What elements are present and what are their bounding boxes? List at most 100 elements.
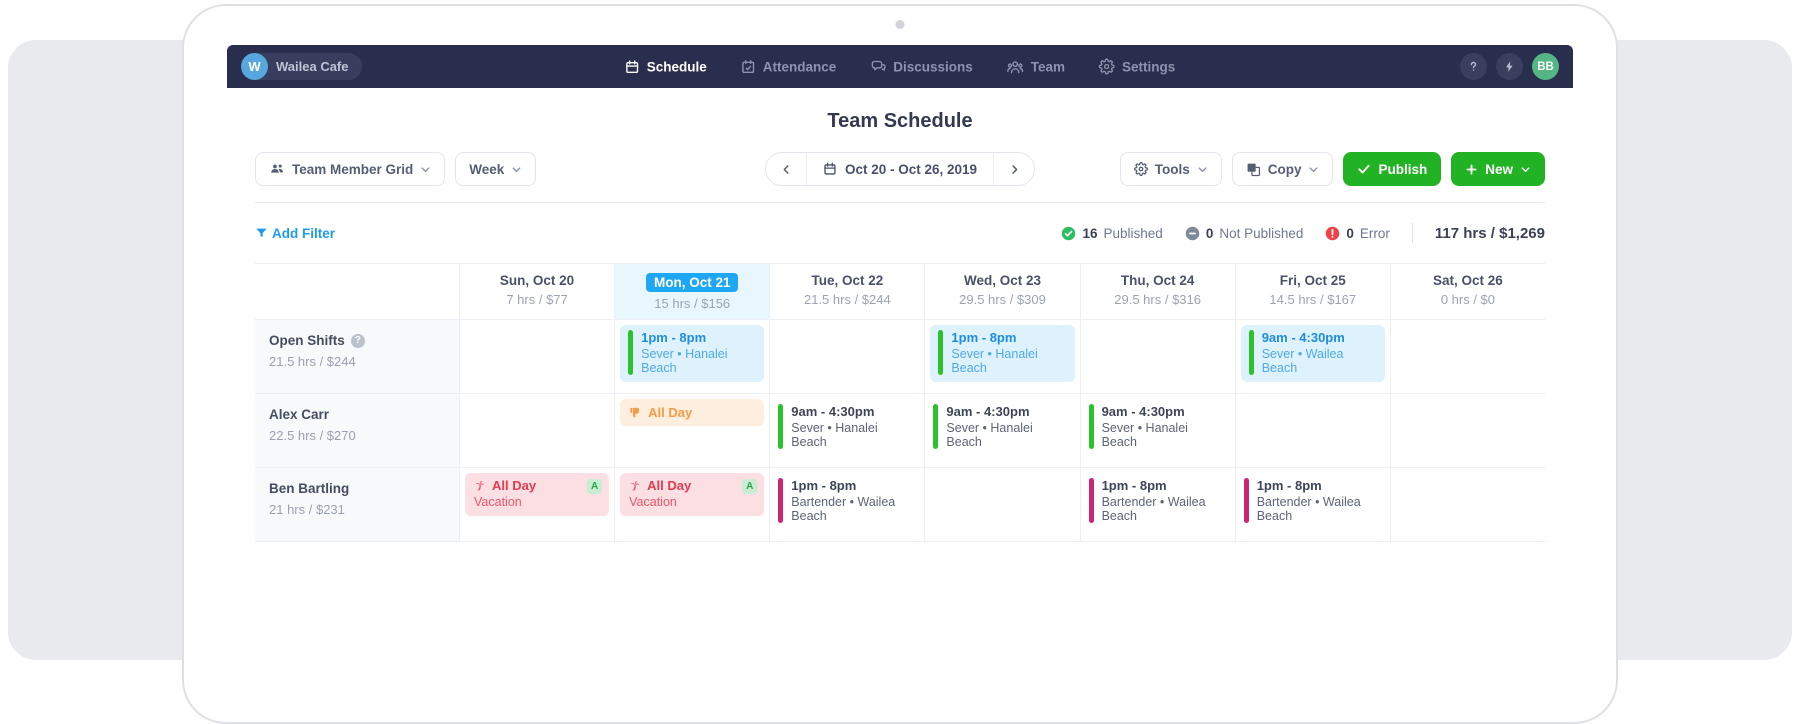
prev-week-button[interactable]	[766, 153, 806, 185]
day-totals: 0 hrs / $0	[1440, 292, 1496, 307]
toolbar-divider	[255, 202, 1545, 203]
shift-card[interactable]: 1pm - 8pm Bartender • Wailea Beach	[775, 473, 919, 528]
schedule-cell[interactable]: 1pm - 8pm Sever • Hanalei Beach	[924, 320, 1080, 394]
time-off-card[interactable]: All Day Vacation A	[465, 473, 610, 516]
schedule-cell[interactable]	[1389, 394, 1545, 468]
approved-badge: A	[742, 479, 758, 494]
day-header: Mon, Oct 21 15 hrs / $156	[614, 263, 770, 320]
week-total: 117 hrs / $1,269	[1434, 224, 1545, 242]
nav-item-attendance[interactable]: Attendance	[741, 58, 836, 75]
gear-icon	[1099, 58, 1115, 75]
shift-card-body: 1pm - 8pm Sever • Hanalei Beach	[951, 330, 1066, 375]
row-name: Open Shifts?	[269, 333, 451, 348]
shift-card-body: 9am - 4:30pm Sever • Hanalei Beach	[791, 404, 916, 449]
shift-time: 9am - 4:30pm	[1101, 404, 1185, 419]
chevron-down-icon	[511, 164, 522, 175]
range-dropdown[interactable]: Week	[455, 152, 537, 186]
shift-card[interactable]: 1pm - 8pm Bartender • Wailea Beach	[1241, 473, 1385, 528]
people-icon	[1007, 58, 1024, 75]
schedule-cell[interactable]: All Day	[614, 394, 770, 468]
view-dropdown[interactable]: Team Member Grid	[255, 152, 446, 186]
shift-card-body: 9am - 4:30pm Sever • Wailea Beach	[1262, 330, 1377, 375]
publish-button[interactable]: Publish	[1343, 152, 1442, 186]
schedule-cell[interactable]: 9am - 4:30pm Sever • Wailea Beach	[1234, 320, 1390, 394]
copy-dropdown[interactable]: Copy	[1231, 152, 1334, 186]
schedule-cell[interactable]	[1079, 320, 1235, 394]
shift-card[interactable]: 1pm - 8pm Bartender • Wailea Beach	[1086, 473, 1230, 528]
row-totals: 21.5 hrs / $244	[269, 354, 356, 369]
schedule-cell[interactable]	[459, 394, 615, 468]
shift-detail: Bartender • Wailea Beach	[791, 495, 896, 523]
stats-separator	[1411, 223, 1413, 243]
schedule-cell[interactable]: All Day Vacation A	[459, 468, 615, 542]
schedule-cell[interactable]: 1pm - 8pm Sever • Hanalei Beach	[614, 320, 770, 394]
publish-stats: 16 Published 0 Not Published 0 Error 117…	[1061, 223, 1545, 243]
shift-time: 1pm - 8pm	[1256, 478, 1322, 493]
time-off-header: All Day	[474, 478, 600, 493]
help-circle-icon[interactable]: ?	[350, 333, 365, 348]
row-label: Alex Carr 22.5 hrs / $270	[255, 394, 459, 468]
open-shift-card[interactable]: 1pm - 8pm Sever • Hanalei Beach	[930, 325, 1075, 382]
filter-bar: Add Filter 16 Published 0 Not Published …	[255, 223, 1545, 243]
schedule-cell[interactable]	[769, 320, 925, 394]
time-off-card[interactable]: All Day Vacation A	[620, 473, 765, 516]
workspace-switcher[interactable]: W Wailea Cafe	[241, 53, 362, 80]
unavailable-card[interactable]: All Day	[620, 399, 765, 426]
unavailable-label: All Day	[648, 405, 693, 420]
chevron-right-icon	[1008, 163, 1021, 176]
row-label: Ben Bartling 21 hrs / $231	[255, 468, 459, 542]
app-window: W Wailea Cafe Schedule Attendance Discus…	[227, 45, 1573, 705]
schedule-grid: Sun, Oct 20 7 hrs / $77 Mon, Oct 21 15 hrs …	[255, 263, 1545, 542]
schedule-cell[interactable]	[459, 320, 615, 394]
schedule-cell[interactable]	[1234, 394, 1390, 468]
shift-color-bar	[1248, 330, 1254, 375]
date-range-button[interactable]: Oct 20 - Oct 26, 2019	[805, 153, 995, 185]
check-circle-icon	[1061, 226, 1076, 241]
day-label: Thu, Oct 24	[1120, 273, 1195, 288]
people-icon	[269, 161, 285, 177]
schedule-cell[interactable]: All Day Vacation A	[614, 468, 770, 542]
time-off-label: All Day	[492, 478, 537, 493]
nav-item-team[interactable]: Team	[1007, 58, 1065, 75]
shift-time: 9am - 4:30pm	[791, 404, 875, 419]
nav-item-discussions[interactable]: Discussions	[870, 58, 973, 75]
schedule-cell[interactable]	[1389, 320, 1545, 394]
schedule-cell[interactable]: 1pm - 8pm Bartender • Wailea Beach	[769, 468, 925, 542]
nav-label: Team	[1030, 59, 1066, 74]
help-button[interactable]	[1460, 53, 1487, 80]
new-dropdown[interactable]: New	[1451, 152, 1545, 186]
check-icon	[1357, 162, 1371, 176]
main-nav: Schedule Attendance Discussions Team Set…	[625, 58, 1175, 75]
grid-corner-cell	[255, 263, 459, 320]
add-filter-button[interactable]: Add Filter	[255, 226, 335, 241]
schedule-cell[interactable]: 9am - 4:30pm Sever • Hanalei Beach	[769, 394, 925, 468]
shift-detail: Sever • Hanalei Beach	[791, 421, 878, 449]
schedule-cell[interactable]	[1389, 468, 1545, 542]
copy-icon	[1246, 162, 1261, 177]
schedule-cell[interactable]	[924, 468, 1080, 542]
day-totals: 14.5 hrs / $167	[1269, 292, 1357, 307]
nav-item-schedule[interactable]: Schedule	[625, 58, 707, 75]
shift-card[interactable]: 9am - 4:30pm Sever • Hanalei Beach	[930, 399, 1074, 454]
nav-item-settings[interactable]: Settings	[1099, 58, 1175, 75]
shift-time: 9am - 4:30pm	[946, 404, 1030, 419]
day-totals: 21.5 hrs / $244	[803, 292, 891, 307]
user-avatar[interactable]: BB	[1532, 53, 1559, 80]
day-header: Wed, Oct 23 29.5 hrs / $309	[924, 263, 1080, 320]
schedule-cell[interactable]: 1pm - 8pm Bartender • Wailea Beach	[1234, 468, 1390, 542]
quick-actions-button[interactable]	[1496, 53, 1523, 80]
next-week-button[interactable]	[994, 153, 1034, 185]
schedule-cell[interactable]: 1pm - 8pm Bartender • Wailea Beach	[1079, 468, 1235, 542]
schedule-cell[interactable]: 9am - 4:30pm Sever • Hanalei Beach	[1079, 394, 1235, 468]
shift-card[interactable]: 9am - 4:30pm Sever • Hanalei Beach	[1086, 399, 1230, 454]
tools-dropdown[interactable]: Tools	[1119, 152, 1222, 186]
row-label: Open Shifts? 21.5 hrs / $244	[255, 320, 459, 394]
open-shift-card[interactable]: 9am - 4:30pm Sever • Wailea Beach	[1240, 325, 1385, 382]
shift-color-bar	[933, 404, 939, 449]
day-totals: 15 hrs / $156	[654, 296, 731, 311]
shift-card[interactable]: 9am - 4:30pm Sever • Hanalei Beach	[775, 399, 919, 454]
workspace-avatar: W	[241, 53, 268, 80]
schedule-cell[interactable]: 9am - 4:30pm Sever • Hanalei Beach	[924, 394, 1080, 468]
open-shift-card[interactable]: 1pm - 8pm Sever • Hanalei Beach	[620, 325, 765, 382]
chevron-down-icon	[1197, 164, 1208, 175]
